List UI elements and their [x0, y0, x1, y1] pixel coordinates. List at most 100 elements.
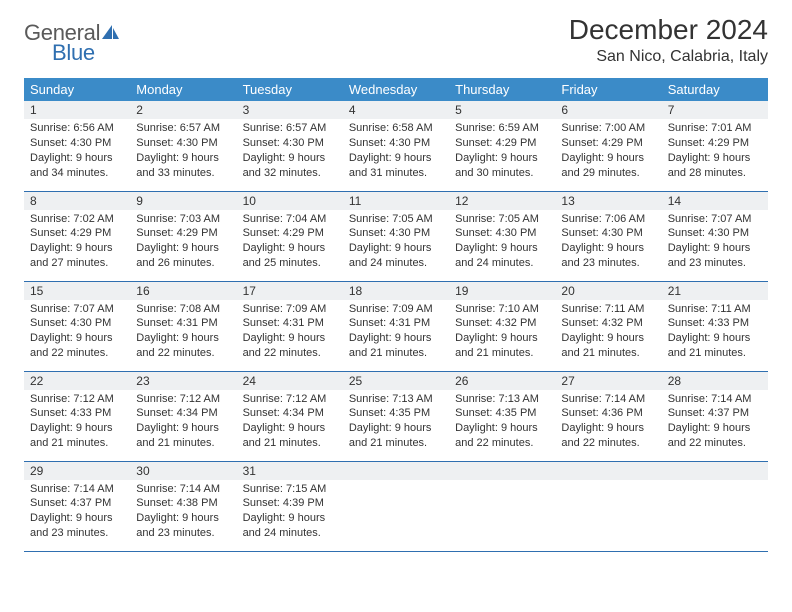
day-details: Sunrise: 7:14 AMSunset: 4:36 PMDaylight:… — [555, 390, 661, 457]
calendar-day-cell: 1Sunrise: 6:56 AMSunset: 4:30 PMDaylight… — [24, 101, 130, 191]
weekday-header: Wednesday — [343, 78, 449, 101]
day-sunrise: Sunrise: 6:57 AM — [243, 121, 337, 136]
day-number: 31 — [237, 462, 343, 480]
day-daylight2: and 21 minutes. — [668, 346, 762, 361]
day-daylight2: and 33 minutes. — [136, 166, 230, 181]
calendar-day-cell: 4Sunrise: 6:58 AMSunset: 4:30 PMDaylight… — [343, 101, 449, 191]
day-daylight1: Daylight: 9 hours — [243, 511, 337, 526]
day-details: Sunrise: 7:13 AMSunset: 4:35 PMDaylight:… — [343, 390, 449, 457]
day-sunset: Sunset: 4:29 PM — [561, 136, 655, 151]
calendar-day-cell: 27Sunrise: 7:14 AMSunset: 4:36 PMDayligh… — [555, 371, 661, 461]
day-sunrise: Sunrise: 7:12 AM — [30, 392, 124, 407]
day-sunset: Sunset: 4:29 PM — [455, 136, 549, 151]
day-details: Sunrise: 7:15 AMSunset: 4:39 PMDaylight:… — [237, 480, 343, 547]
calendar-day-cell: 5Sunrise: 6:59 AMSunset: 4:29 PMDaylight… — [449, 101, 555, 191]
day-daylight2: and 28 minutes. — [668, 166, 762, 181]
day-number: 15 — [24, 282, 130, 300]
calendar-day-cell: 25Sunrise: 7:13 AMSunset: 4:35 PMDayligh… — [343, 371, 449, 461]
day-daylight2: and 22 minutes. — [136, 346, 230, 361]
day-number: 10 — [237, 192, 343, 210]
day-sunrise: Sunrise: 7:07 AM — [30, 302, 124, 317]
day-details: Sunrise: 7:08 AMSunset: 4:31 PMDaylight:… — [130, 300, 236, 367]
header: General December 2024 San Nico, Calabria… — [24, 14, 768, 66]
weekday-header-row: Sunday Monday Tuesday Wednesday Thursday… — [24, 78, 768, 101]
day-details: Sunrise: 7:13 AMSunset: 4:35 PMDaylight:… — [449, 390, 555, 457]
day-number: 19 — [449, 282, 555, 300]
day-details: Sunrise: 7:02 AMSunset: 4:29 PMDaylight:… — [24, 210, 130, 277]
calendar-week-row: 22Sunrise: 7:12 AMSunset: 4:33 PMDayligh… — [24, 371, 768, 461]
day-number: 7 — [662, 101, 768, 119]
day-daylight2: and 29 minutes. — [561, 166, 655, 181]
day-sunset: Sunset: 4:30 PM — [349, 136, 443, 151]
day-details: Sunrise: 7:12 AMSunset: 4:34 PMDaylight:… — [237, 390, 343, 457]
day-daylight1: Daylight: 9 hours — [561, 241, 655, 256]
day-sunrise: Sunrise: 7:15 AM — [243, 482, 337, 497]
day-sunrise: Sunrise: 7:09 AM — [349, 302, 443, 317]
day-sunset: Sunset: 4:32 PM — [561, 316, 655, 331]
calendar-day-cell: 2Sunrise: 6:57 AMSunset: 4:30 PMDaylight… — [130, 101, 236, 191]
day-details: Sunrise: 7:00 AMSunset: 4:29 PMDaylight:… — [555, 119, 661, 186]
calendar-day-cell: 19Sunrise: 7:10 AMSunset: 4:32 PMDayligh… — [449, 281, 555, 371]
calendar-week-row: 1Sunrise: 6:56 AMSunset: 4:30 PMDaylight… — [24, 101, 768, 191]
day-daylight1: Daylight: 9 hours — [243, 151, 337, 166]
day-number: 9 — [130, 192, 236, 210]
day-sunset: Sunset: 4:30 PM — [668, 226, 762, 241]
day-daylight1: Daylight: 9 hours — [30, 151, 124, 166]
day-daylight2: and 25 minutes. — [243, 256, 337, 271]
weekday-header: Sunday — [24, 78, 130, 101]
day-sunrise: Sunrise: 7:07 AM — [668, 212, 762, 227]
day-sunrise: Sunrise: 7:12 AM — [243, 392, 337, 407]
day-details: Sunrise: 7:09 AMSunset: 4:31 PMDaylight:… — [237, 300, 343, 367]
day-number: 21 — [662, 282, 768, 300]
day-details: Sunrise: 7:07 AMSunset: 4:30 PMDaylight:… — [24, 300, 130, 367]
day-sunset: Sunset: 4:29 PM — [30, 226, 124, 241]
day-daylight2: and 22 minutes. — [243, 346, 337, 361]
day-sunset: Sunset: 4:34 PM — [243, 406, 337, 421]
day-details: Sunrise: 6:58 AMSunset: 4:30 PMDaylight:… — [343, 119, 449, 186]
calendar-day-cell — [343, 461, 449, 551]
day-daylight2: and 21 minutes. — [243, 436, 337, 451]
day-sunset: Sunset: 4:35 PM — [349, 406, 443, 421]
calendar-day-cell: 8Sunrise: 7:02 AMSunset: 4:29 PMDaylight… — [24, 191, 130, 281]
day-number: 1 — [24, 101, 130, 119]
day-sunset: Sunset: 4:39 PM — [243, 496, 337, 511]
day-details: Sunrise: 7:11 AMSunset: 4:32 PMDaylight:… — [555, 300, 661, 367]
calendar-day-cell: 7Sunrise: 7:01 AMSunset: 4:29 PMDaylight… — [662, 101, 768, 191]
day-details: Sunrise: 7:12 AMSunset: 4:34 PMDaylight:… — [130, 390, 236, 457]
day-sunset: Sunset: 4:31 PM — [136, 316, 230, 331]
day-daylight1: Daylight: 9 hours — [561, 151, 655, 166]
day-details: Sunrise: 7:09 AMSunset: 4:31 PMDaylight:… — [343, 300, 449, 367]
day-number: 23 — [130, 372, 236, 390]
day-sunset: Sunset: 4:35 PM — [455, 406, 549, 421]
day-sunset: Sunset: 4:31 PM — [349, 316, 443, 331]
day-daylight2: and 21 minutes. — [455, 346, 549, 361]
calendar-day-cell: 10Sunrise: 7:04 AMSunset: 4:29 PMDayligh… — [237, 191, 343, 281]
day-sunrise: Sunrise: 7:13 AM — [455, 392, 549, 407]
day-sunset: Sunset: 4:33 PM — [30, 406, 124, 421]
day-daylight2: and 24 minutes. — [349, 256, 443, 271]
day-daylight2: and 22 minutes. — [455, 436, 549, 451]
day-sunrise: Sunrise: 7:01 AM — [668, 121, 762, 136]
day-sunset: Sunset: 4:32 PM — [455, 316, 549, 331]
day-sunrise: Sunrise: 7:03 AM — [136, 212, 230, 227]
day-number: 28 — [662, 372, 768, 390]
day-sunrise: Sunrise: 7:14 AM — [30, 482, 124, 497]
calendar-day-cell: 13Sunrise: 7:06 AMSunset: 4:30 PMDayligh… — [555, 191, 661, 281]
day-details: Sunrise: 7:14 AMSunset: 4:37 PMDaylight:… — [662, 390, 768, 457]
day-daylight2: and 21 minutes. — [30, 436, 124, 451]
day-number: 22 — [24, 372, 130, 390]
day-sunrise: Sunrise: 7:11 AM — [561, 302, 655, 317]
day-number: 16 — [130, 282, 236, 300]
day-daylight2: and 23 minutes. — [136, 526, 230, 541]
day-daylight2: and 24 minutes. — [243, 526, 337, 541]
weekday-header: Tuesday — [237, 78, 343, 101]
calendar-day-cell: 6Sunrise: 7:00 AMSunset: 4:29 PMDaylight… — [555, 101, 661, 191]
day-sunset: Sunset: 4:29 PM — [243, 226, 337, 241]
day-sunset: Sunset: 4:30 PM — [561, 226, 655, 241]
day-details: Sunrise: 6:57 AMSunset: 4:30 PMDaylight:… — [237, 119, 343, 186]
day-sunrise: Sunrise: 7:04 AM — [243, 212, 337, 227]
weekday-header: Friday — [555, 78, 661, 101]
day-daylight2: and 22 minutes. — [30, 346, 124, 361]
calendar-day-cell: 24Sunrise: 7:12 AMSunset: 4:34 PMDayligh… — [237, 371, 343, 461]
day-daylight1: Daylight: 9 hours — [668, 241, 762, 256]
